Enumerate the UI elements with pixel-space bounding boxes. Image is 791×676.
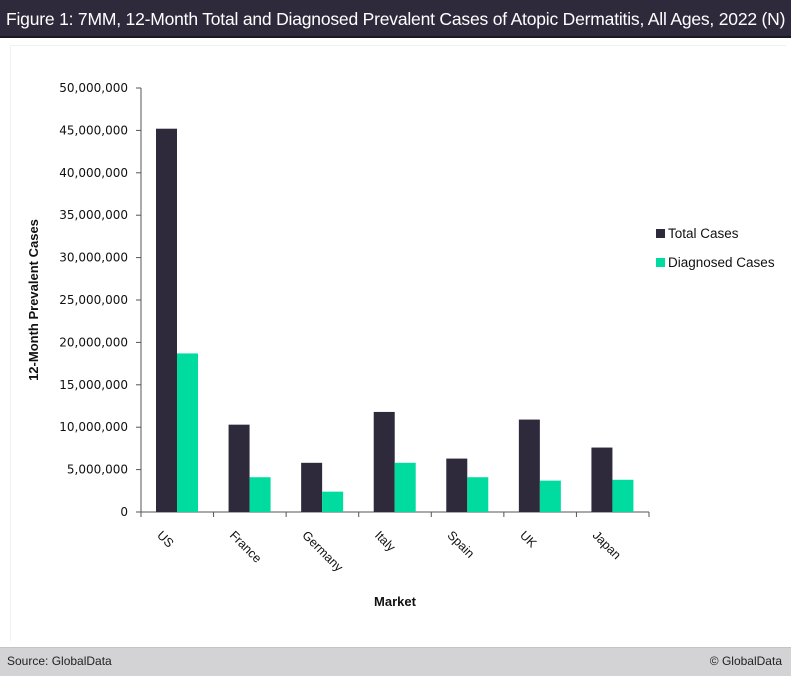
bar-diagnosed-cases <box>539 480 561 512</box>
y-tick-label: 20,000,000 <box>59 335 128 349</box>
bar-total-cases <box>156 128 177 513</box>
x-axis-title: Market <box>374 594 417 609</box>
x-tick-label: France <box>227 528 264 565</box>
chart-frame <box>10 45 786 641</box>
source-note: Source: GlobalData <box>7 654 112 668</box>
bar-chart: 0 5,000,000 10,000,000 15,000,000 20,000,000… <box>26 81 775 609</box>
bar-total-cases <box>591 447 613 512</box>
footer: Source: GlobalData © GlobalData <box>0 647 791 676</box>
y-tick-label: 5,000,000 <box>67 463 128 477</box>
y-tick-label: 30,000,000 <box>59 251 128 265</box>
figure-title: Figure 1: 7MM, 12-Month Total and Diagno… <box>0 0 791 38</box>
y-tick-label: 40,000,000 <box>59 166 128 180</box>
legend: Total Cases Diagnosed Cases <box>656 226 775 270</box>
bar-total-cases <box>518 419 540 512</box>
x-tick-label: US <box>154 528 176 550</box>
bar-diagnosed-cases <box>322 491 344 512</box>
legend-swatch <box>656 229 665 238</box>
y-tick-label: 15,000,000 <box>59 378 128 392</box>
y-tick-label: 50,000,000 <box>59 81 128 95</box>
x-tick-label: Spain <box>445 528 478 561</box>
y-tick-label: 25,000,000 <box>59 293 128 307</box>
x-tick-label: Japan <box>590 528 624 562</box>
y-tick-label: 0 <box>120 505 128 519</box>
bar-total-cases <box>373 411 395 512</box>
bar-diagnosed-cases <box>177 353 198 512</box>
copyright-note: © GlobalData <box>709 654 782 668</box>
bar-diagnosed-cases <box>394 462 416 512</box>
bar-diagnosed-cases <box>249 477 271 512</box>
legend-label: Total Cases <box>668 226 739 241</box>
x-tick-label: UK <box>517 528 540 551</box>
x-tick-label: Germany <box>299 528 346 575</box>
y-axis: 0 5,000,000 10,000,000 15,000,000 20,000,000… <box>59 81 142 519</box>
bar-total-cases <box>446 458 468 512</box>
bar-total-cases <box>228 424 250 512</box>
legend-swatch <box>656 258 665 267</box>
x-axis: US France Germany Italy Spain UK Japan <box>140 511 650 575</box>
bar-diagnosed-cases <box>612 479 634 512</box>
y-axis-title: 12-Month Prevalent Cases <box>26 219 41 381</box>
x-tick-label: Italy <box>372 528 399 555</box>
legend-label: Diagnosed Cases <box>668 255 775 270</box>
bar-total-cases <box>301 462 323 512</box>
y-tick-label: 10,000,000 <box>59 420 128 434</box>
bar-diagnosed-cases <box>467 477 489 512</box>
y-tick-label: 35,000,000 <box>59 208 128 222</box>
bars <box>156 128 634 513</box>
y-tick-label: 45,000,000 <box>59 123 128 137</box>
